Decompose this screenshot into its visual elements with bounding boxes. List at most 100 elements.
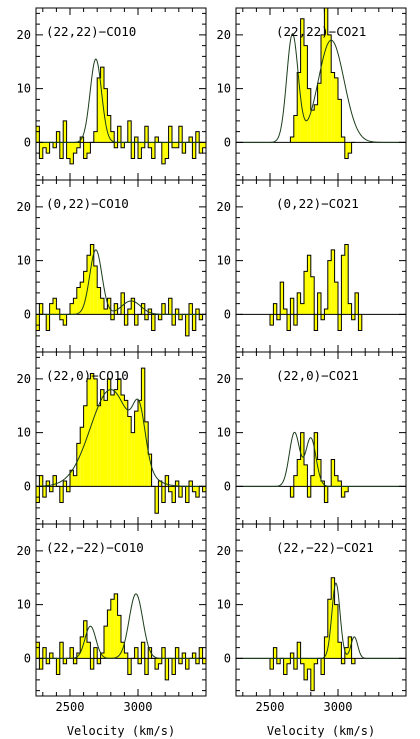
spectrum-channel-bar [199, 142, 203, 154]
spectrum-channel-bar [195, 658, 200, 664]
spectrum-channel-bar [110, 395, 115, 487]
spectrum-channel-bar [161, 647, 166, 659]
spectrum-channel-bar [338, 99, 342, 143]
spectrum-channel-bar [148, 309, 152, 315]
spectrum-channel-bar [63, 658, 67, 664]
spectrum-channel-bar [70, 142, 74, 164]
panel-title: (22,22)−CO10 [46, 24, 136, 39]
spectrum-channel-bar [104, 400, 108, 487]
spectrum-channel-bar [93, 266, 98, 315]
spectrum-channel-bar [324, 309, 328, 315]
spectrum-channel-bar [127, 658, 132, 675]
spectrum-channel-bar [310, 110, 315, 143]
spectrum-step-line [289, 8, 355, 159]
spectrum-channel-bar [155, 658, 159, 670]
spectrum-channel-bar [36, 314, 40, 331]
spectrum-channel-bar [46, 481, 50, 487]
spectrum-channel-bar [195, 131, 200, 143]
x-tick-label: 3000 [124, 700, 153, 714]
spectrum-channel-bar [273, 303, 277, 315]
spectrum-channel-bar [344, 647, 349, 659]
spectrum-channel-bar [138, 400, 142, 487]
spectrum-channel-bar [287, 314, 291, 331]
spectrum-channel-bar [192, 486, 196, 492]
spectrum-channel-bar [70, 647, 74, 659]
spectrum-channel-bar [155, 486, 159, 514]
spectrum-channel-bar [97, 405, 101, 487]
spectrum-channel-bar [273, 647, 277, 659]
spectrum-channel-bar [202, 658, 206, 664]
spectrum-channel-bar [114, 303, 118, 315]
spectrum-channel-bar [104, 626, 108, 659]
y-tick-label: 10 [17, 254, 31, 268]
y-tick-label: 0 [24, 651, 31, 665]
spectrum-channel-bar [178, 486, 183, 498]
spectrum-channel-bar [355, 292, 359, 315]
spectrum-channel-bar [39, 658, 43, 670]
spectrum-channel-bar [83, 620, 87, 659]
spectrum-channel-bar [307, 658, 311, 670]
spectrum-channel-bar [134, 137, 138, 143]
spectrum-channel-bar [351, 658, 355, 664]
spectrum-channel-bar [293, 658, 298, 670]
spectrum-channel-bar [307, 88, 311, 143]
spectrum-channel-bar [148, 454, 152, 487]
spectrum-channel-bar [202, 142, 206, 148]
spectrum-channel-bar [110, 314, 115, 320]
spectrum-channel-bar [348, 303, 352, 315]
spectrum-channel-bar [338, 314, 342, 331]
spectrum-channel-bar [161, 486, 166, 503]
spectrum-channel-bar [344, 142, 349, 159]
spectrum-channel-bar [172, 142, 176, 148]
spectrum-channel-bar [155, 137, 159, 143]
spectrum-channel-bar [307, 486, 311, 498]
spectrum-channel-bar [158, 658, 162, 664]
spectrum-channel-bar [324, 486, 328, 503]
spectrum-channel-bar [117, 615, 121, 659]
spectrum-channel-bar [59, 486, 64, 503]
spectrum-channel-bar [161, 142, 166, 164]
panel-plot-area [236, 431, 406, 503]
spectrum-channel-bar [168, 298, 172, 315]
spectra-panels: (22,22)−CO10 (22,22)−CO21 (0,22)−CO10 (0,22… [35, 7, 407, 697]
spectrum-channel-bar [148, 142, 152, 148]
spectrum-step-line [36, 367, 206, 514]
spectrum-channel-bar [317, 292, 321, 315]
spectrum-channel-bar [341, 255, 345, 315]
spectrum-channel-bar [314, 104, 318, 143]
spectrum-channel-bar [97, 287, 101, 315]
spectrum-channel-bar [63, 314, 67, 326]
spectrum-channel-bar [297, 292, 301, 315]
gaussian-fit-curve [36, 389, 206, 487]
y-tick-label: 20 [217, 200, 231, 214]
spectrum-channel-bar [66, 142, 70, 159]
spectrum-channel-bar [83, 405, 87, 487]
spectrum-channel-bar [341, 137, 345, 143]
spectrum-channel-bar [90, 244, 94, 315]
y-tick-label: 0 [224, 307, 231, 321]
spectrum-channel-bar [321, 34, 325, 143]
spectrum-channel-bar [161, 303, 166, 315]
y-tick-label: 20 [17, 372, 31, 386]
spectrum-channel-bar [334, 77, 338, 143]
x-axis-label-left: Velocity (km/s) [67, 724, 175, 738]
y-tick-label: 0 [224, 651, 231, 665]
spectrum-channel-bar [53, 298, 57, 315]
spectrum-channel-bar [175, 481, 179, 487]
panel-title: (22,0)−CO21 [276, 368, 359, 383]
spectrum-channel-bar [314, 314, 318, 331]
spectrum-channel-bar [321, 658, 325, 675]
y-tick-label: 0 [224, 479, 231, 493]
spectrum-channel-bar [158, 314, 162, 320]
spectrum-panel-2: (22,22)−CO21 [235, 7, 407, 181]
spectrum-channel-bar [290, 298, 294, 315]
spectrum-channel-bar [46, 658, 50, 664]
y-tick-label: 10 [17, 598, 31, 612]
spectrum-channel-bar [93, 131, 98, 143]
spectrum-channel-bar [100, 298, 104, 315]
spectrum-step-line [269, 577, 356, 692]
spectrum-channel-bar [73, 298, 77, 315]
spectrum-channel-bar [56, 131, 60, 143]
spectrum-channel-bar [338, 642, 342, 659]
spectrum-channel-bar [290, 653, 294, 659]
